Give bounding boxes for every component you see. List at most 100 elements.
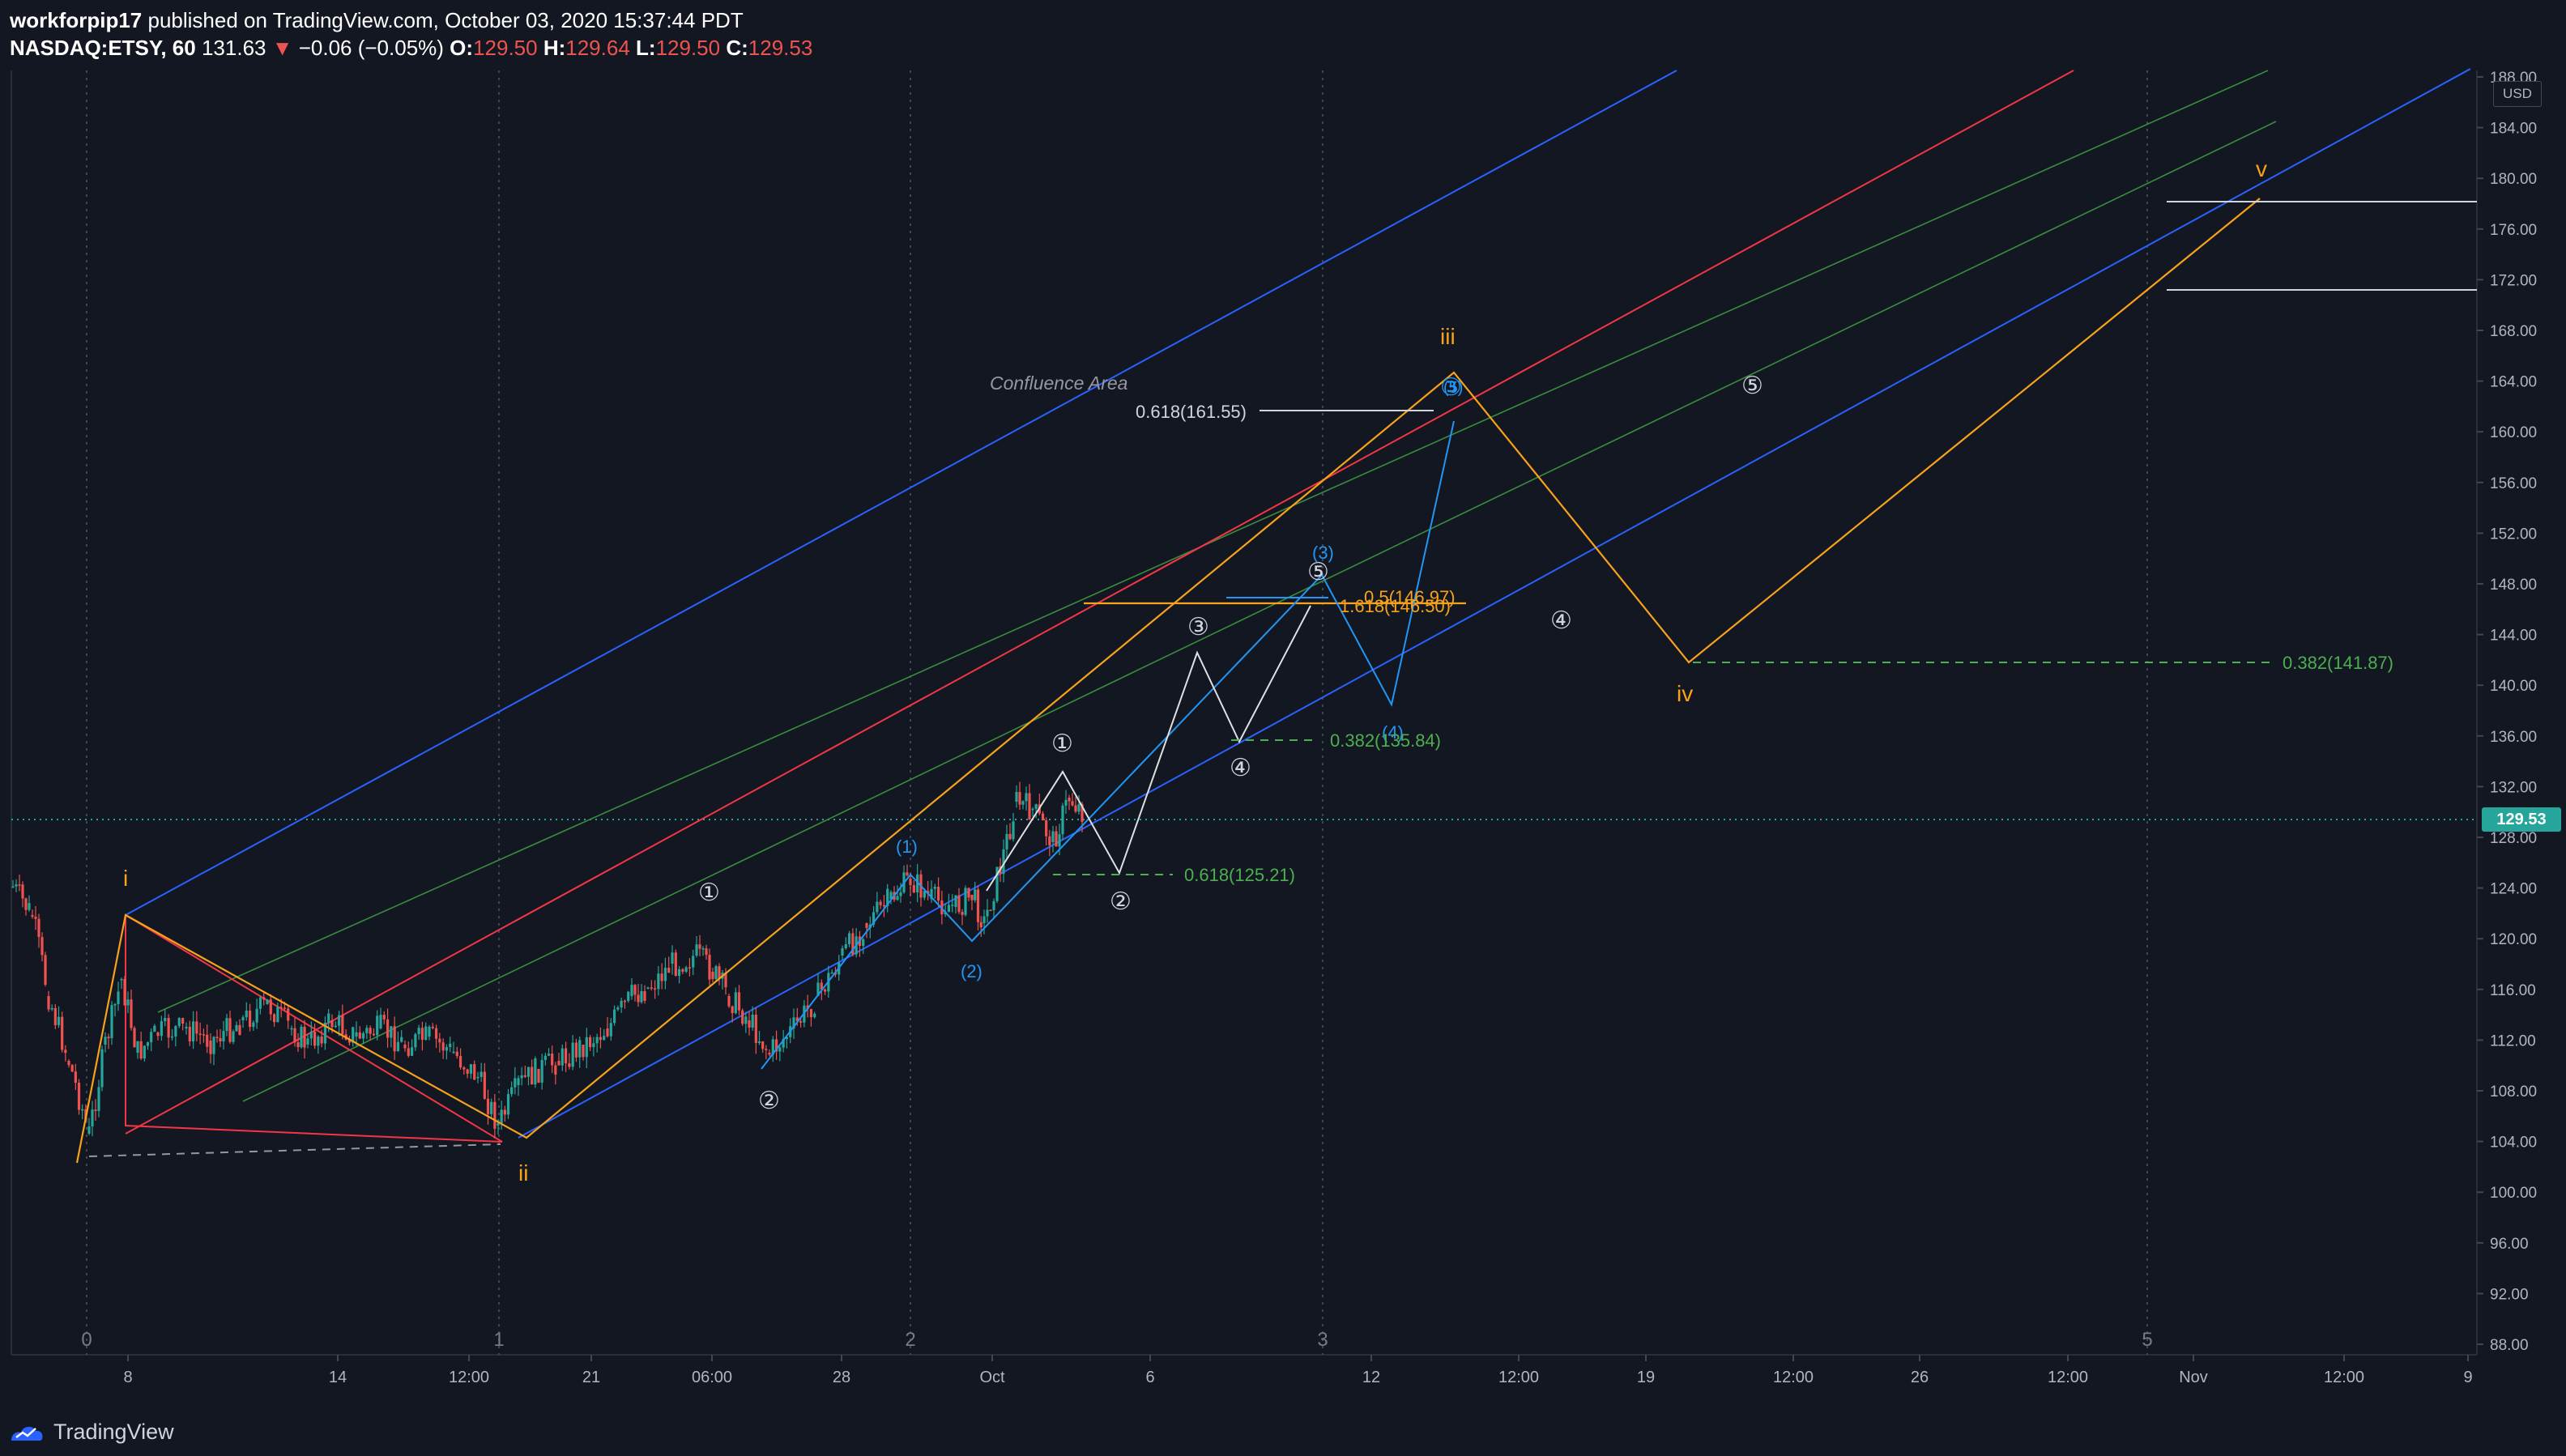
candle-body (104, 1037, 107, 1045)
candle-body (912, 885, 915, 893)
candle-body (520, 1075, 523, 1079)
wave-v-label: v (2256, 156, 2267, 181)
candle-body (320, 1037, 323, 1044)
candle-body (1058, 834, 1061, 847)
time-tick-label: 9 (2463, 1369, 2472, 1386)
footer: TradingView (8, 1416, 174, 1448)
candle-body (568, 1063, 571, 1067)
candle-body (228, 1018, 232, 1042)
white-waves (986, 605, 1311, 892)
candle-body (139, 1041, 143, 1059)
price-change: −0.06 (−0.05%) (298, 36, 444, 60)
paren-2-label: (2) (961, 961, 982, 981)
candle-body (110, 1005, 113, 1039)
candle-body (851, 933, 855, 955)
candle-body (334, 1025, 337, 1028)
candle-body (698, 944, 701, 949)
low-value: 129.50 (655, 36, 721, 60)
candle-body (603, 1036, 606, 1041)
candle-body (198, 1033, 202, 1035)
candle-body (87, 1126, 91, 1134)
candle-body (290, 1028, 293, 1030)
candle-body (681, 969, 684, 972)
candle-body (133, 1028, 136, 1048)
candle-body (754, 1014, 757, 1043)
candle-body (341, 1015, 344, 1035)
price-tick-label: 168.00 (2490, 323, 2537, 340)
time-tick-label: 12:00 (2048, 1369, 2088, 1386)
candle-body (327, 1013, 330, 1023)
candle-body (191, 1021, 195, 1041)
price-tick-label: 132.00 (2490, 779, 2537, 796)
candle-body (967, 888, 970, 898)
circle-4b-label: ④ (1550, 607, 1572, 634)
symbol-line: NASDAQ:ETSY, 60 131.63 ▼ −0.06 (−0.05%) … (10, 34, 2566, 62)
circle-5a-label: ⑤ (1307, 559, 1329, 585)
candle-body (269, 999, 272, 1015)
fib-618-low-label: 0.618(125.21) (1184, 865, 1295, 885)
time-tick-label: 12:00 (2324, 1369, 2364, 1386)
candle-body (724, 973, 727, 988)
price-tick-label: 100.00 (2490, 1185, 2537, 1202)
candle-body (657, 973, 660, 990)
author-name[interactable]: workforpip17 (10, 8, 143, 32)
candle-body (150, 1032, 153, 1043)
candle-body (306, 1038, 309, 1045)
candle-body (1041, 813, 1045, 821)
tradingview-logo-icon[interactable] (8, 1420, 45, 1444)
candle-body (961, 912, 964, 915)
candle-body (1031, 808, 1034, 811)
currency-badge[interactable]: USD (2493, 81, 2542, 107)
candle-body (424, 1026, 428, 1040)
candle-body (490, 1101, 493, 1114)
candle-body (390, 1026, 393, 1038)
candle-body (571, 1042, 574, 1067)
candle-body (765, 1049, 768, 1050)
candle-body (557, 1061, 561, 1066)
candle-body (774, 1039, 778, 1052)
price-tick-label: 108.00 (2490, 1083, 2537, 1101)
candle-body (727, 996, 731, 1007)
wave-iv-label: iv (1677, 681, 1693, 706)
candle-body (212, 1037, 215, 1054)
candle-body (445, 1047, 449, 1051)
candle-body (1005, 833, 1008, 849)
candle-body (185, 1026, 188, 1028)
candle-body (181, 1018, 185, 1024)
time-tick-label: Oct (979, 1369, 1005, 1386)
candle-body (486, 1098, 490, 1114)
confluence-label: Confluence Area (990, 373, 1127, 394)
candle-body (15, 884, 18, 887)
fib-618-top-label: 0.618(161.55) (1136, 402, 1247, 422)
time-tick-label: 12:00 (1498, 1369, 1539, 1386)
candle-body (957, 895, 961, 913)
time-axis[interactable]: 8 14 12:00 21 06:00 28 Oct 6 12 12:00 19 12:00 26 12:… (123, 1355, 2473, 1386)
candle-body (737, 992, 741, 1011)
candle-body (188, 1026, 191, 1041)
candle-body (153, 1025, 156, 1032)
tradingview-brand[interactable]: TradingView (53, 1419, 174, 1444)
price-tick-label: 160.00 (2490, 424, 2537, 441)
candle-body (372, 1033, 376, 1036)
price-axis[interactable]: 188.00184.00180.00176.00172.00168.00164.… (2477, 70, 2537, 1354)
candle-body (882, 905, 886, 907)
high-value: 129.64 (565, 36, 630, 60)
candle-body (705, 948, 708, 956)
candle-body (40, 937, 44, 956)
symbol-label[interactable]: NASDAQ:ETSY, 60 (10, 36, 196, 60)
candle-body (688, 967, 692, 969)
candle-body (466, 1069, 469, 1074)
open-value: 129.50 (473, 36, 538, 60)
candle-body (219, 1037, 222, 1042)
candle-body (300, 1026, 303, 1048)
candle-body (650, 987, 653, 989)
candle-body (551, 1054, 554, 1066)
level-lines (1260, 201, 2477, 411)
paren-4-label: (4) (1382, 722, 1404, 743)
candle-body (146, 1042, 150, 1046)
low-label: L: (636, 36, 656, 60)
candle-body (1071, 801, 1074, 806)
candle-body (361, 1032, 365, 1039)
candle-body (714, 966, 718, 979)
